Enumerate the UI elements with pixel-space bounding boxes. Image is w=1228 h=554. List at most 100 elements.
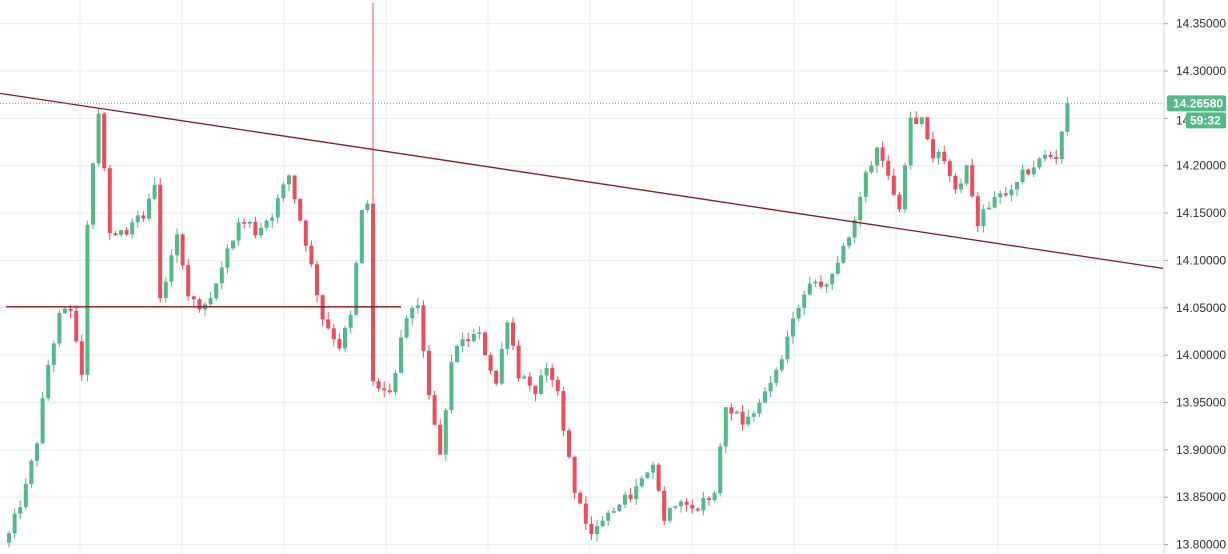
- candle-body: [578, 492, 583, 504]
- candle-body: [1065, 103, 1070, 132]
- candle-body: [802, 294, 807, 308]
- candle-body: [964, 165, 969, 184]
- candle-body: [483, 332, 487, 356]
- candle-body: [886, 160, 891, 176]
- candle-body: [1043, 154, 1047, 159]
- trendline-layer: [0, 92, 1164, 308]
- candle-body: [421, 305, 426, 351]
- candle-body: [953, 175, 958, 190]
- candle-body: [438, 424, 443, 455]
- candle-body: [908, 117, 913, 166]
- candle-body: [23, 483, 28, 508]
- axis-tick-label: 14.15000: [1176, 206, 1226, 220]
- candle-body: [779, 359, 784, 370]
- candle-body: [1015, 181, 1019, 190]
- candle-body: [393, 372, 398, 393]
- candle-body: [690, 504, 695, 509]
- candle-body: [35, 443, 39, 461]
- candle-body: [785, 336, 790, 360]
- candle-body: [796, 307, 801, 319]
- candle-body: [242, 222, 247, 224]
- candle-body: [18, 507, 23, 514]
- axis-tick-label: 14.20000: [1176, 159, 1226, 173]
- axis-tick-label: 13.95000: [1176, 395, 1226, 409]
- candle-body: [337, 339, 342, 349]
- candle-body: [998, 193, 1003, 198]
- candle-layer: [7, 2, 1070, 548]
- candle-body: [186, 265, 191, 297]
- candle-body: [651, 464, 655, 473]
- candle-body: [959, 183, 963, 190]
- candle-body: [365, 203, 370, 211]
- candle-body: [91, 163, 95, 225]
- candle-body: [763, 391, 767, 403]
- countdown-label: 59:32: [1190, 113, 1221, 127]
- candle-body: [180, 234, 185, 266]
- candle-body: [897, 194, 902, 210]
- candle-body: [331, 328, 336, 340]
- candle-body: [511, 322, 515, 346]
- candle-body: [135, 215, 140, 223]
- candle-body: [443, 410, 448, 455]
- candle-body: [914, 117, 919, 124]
- candle-body: [74, 310, 79, 342]
- candle-body: [555, 379, 560, 392]
- candle-body: [522, 376, 527, 379]
- candle-body: [987, 207, 991, 210]
- candle-body: [410, 307, 415, 319]
- candle-body: [712, 493, 717, 500]
- candle-body: [695, 508, 700, 511]
- candle-body: [387, 390, 392, 393]
- candle-body: [152, 184, 157, 199]
- candle-body: [863, 172, 868, 197]
- candle-body: [96, 113, 101, 164]
- candle-body: [348, 314, 353, 328]
- candle-body: [427, 350, 431, 396]
- candle-body: [611, 510, 616, 513]
- candle-body: [197, 299, 202, 310]
- candle-body: [623, 494, 627, 505]
- candle-body: [975, 196, 980, 227]
- candle-body: [359, 210, 364, 264]
- candle-body: [645, 472, 650, 479]
- candle-body: [639, 478, 644, 487]
- candle-body: [903, 165, 907, 210]
- candle-body: [303, 220, 308, 246]
- descending-trendline: [0, 92, 1164, 270]
- candle-body: [819, 281, 823, 287]
- candle-body: [791, 318, 795, 337]
- candle-body: [158, 184, 163, 299]
- candle-body: [847, 237, 851, 246]
- candle-body: [824, 284, 829, 287]
- candle-body: [275, 198, 280, 218]
- candle-body: [455, 345, 459, 362]
- candle-body: [1020, 169, 1025, 182]
- candle-body: [841, 245, 846, 263]
- candle-body: [505, 322, 510, 349]
- candle-body: [869, 165, 874, 173]
- candle-body: [79, 341, 84, 375]
- price-axis: 13.80000 13.85000 13.90000 13.95000 14.00000…: [1163, 0, 1226, 554]
- candle-body: [679, 501, 683, 507]
- candle-body: [684, 501, 689, 505]
- current-price-badge: [1167, 95, 1226, 112]
- candle-body: [376, 381, 381, 389]
- candle-body: [875, 147, 879, 166]
- axis-tick-label: 14.10000: [1176, 253, 1226, 267]
- axis-tick-label: 13.85000: [1176, 490, 1226, 504]
- candle-body: [891, 175, 896, 195]
- candle-body: [163, 281, 168, 299]
- candle-body: [63, 308, 67, 314]
- candle-body: [583, 503, 588, 524]
- candle-body: [371, 203, 375, 382]
- candle-body: [113, 233, 118, 236]
- candle-body: [399, 337, 403, 373]
- candle-body: [494, 370, 499, 384]
- candle-body: [735, 411, 739, 414]
- grid-layer: [0, 0, 1163, 554]
- candle-body: [757, 402, 762, 414]
- candle-body: [942, 151, 947, 162]
- candle-body: [415, 305, 420, 308]
- candle-body: [925, 117, 930, 140]
